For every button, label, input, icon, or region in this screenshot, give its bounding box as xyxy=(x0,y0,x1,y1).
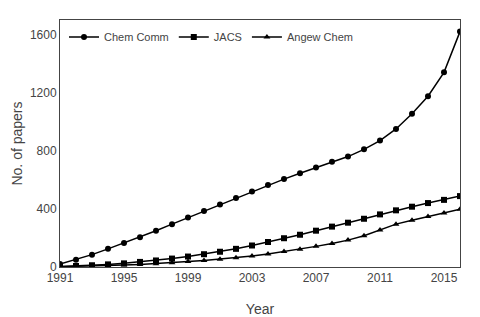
svg-text:2011: 2011 xyxy=(367,271,393,285)
svg-text:2007: 2007 xyxy=(303,271,330,285)
svg-text:1600: 1600 xyxy=(30,28,57,42)
svg-text:800: 800 xyxy=(37,144,57,158)
svg-text:Year: Year xyxy=(246,301,275,317)
svg-text:JACS: JACS xyxy=(214,31,242,43)
svg-text:Angew Chem: Angew Chem xyxy=(287,31,353,43)
svg-text:1991: 1991 xyxy=(47,271,74,285)
svg-text:1999: 1999 xyxy=(175,271,202,285)
svg-text:2015: 2015 xyxy=(431,271,458,285)
svg-text:0: 0 xyxy=(50,260,57,274)
svg-text:1200: 1200 xyxy=(30,86,57,100)
svg-text:1995: 1995 xyxy=(111,271,138,285)
svg-text:2003: 2003 xyxy=(239,271,266,285)
svg-text:400: 400 xyxy=(37,202,57,216)
svg-text:No. of papers: No. of papers xyxy=(9,101,25,185)
svg-text:Chem Comm: Chem Comm xyxy=(104,31,169,43)
